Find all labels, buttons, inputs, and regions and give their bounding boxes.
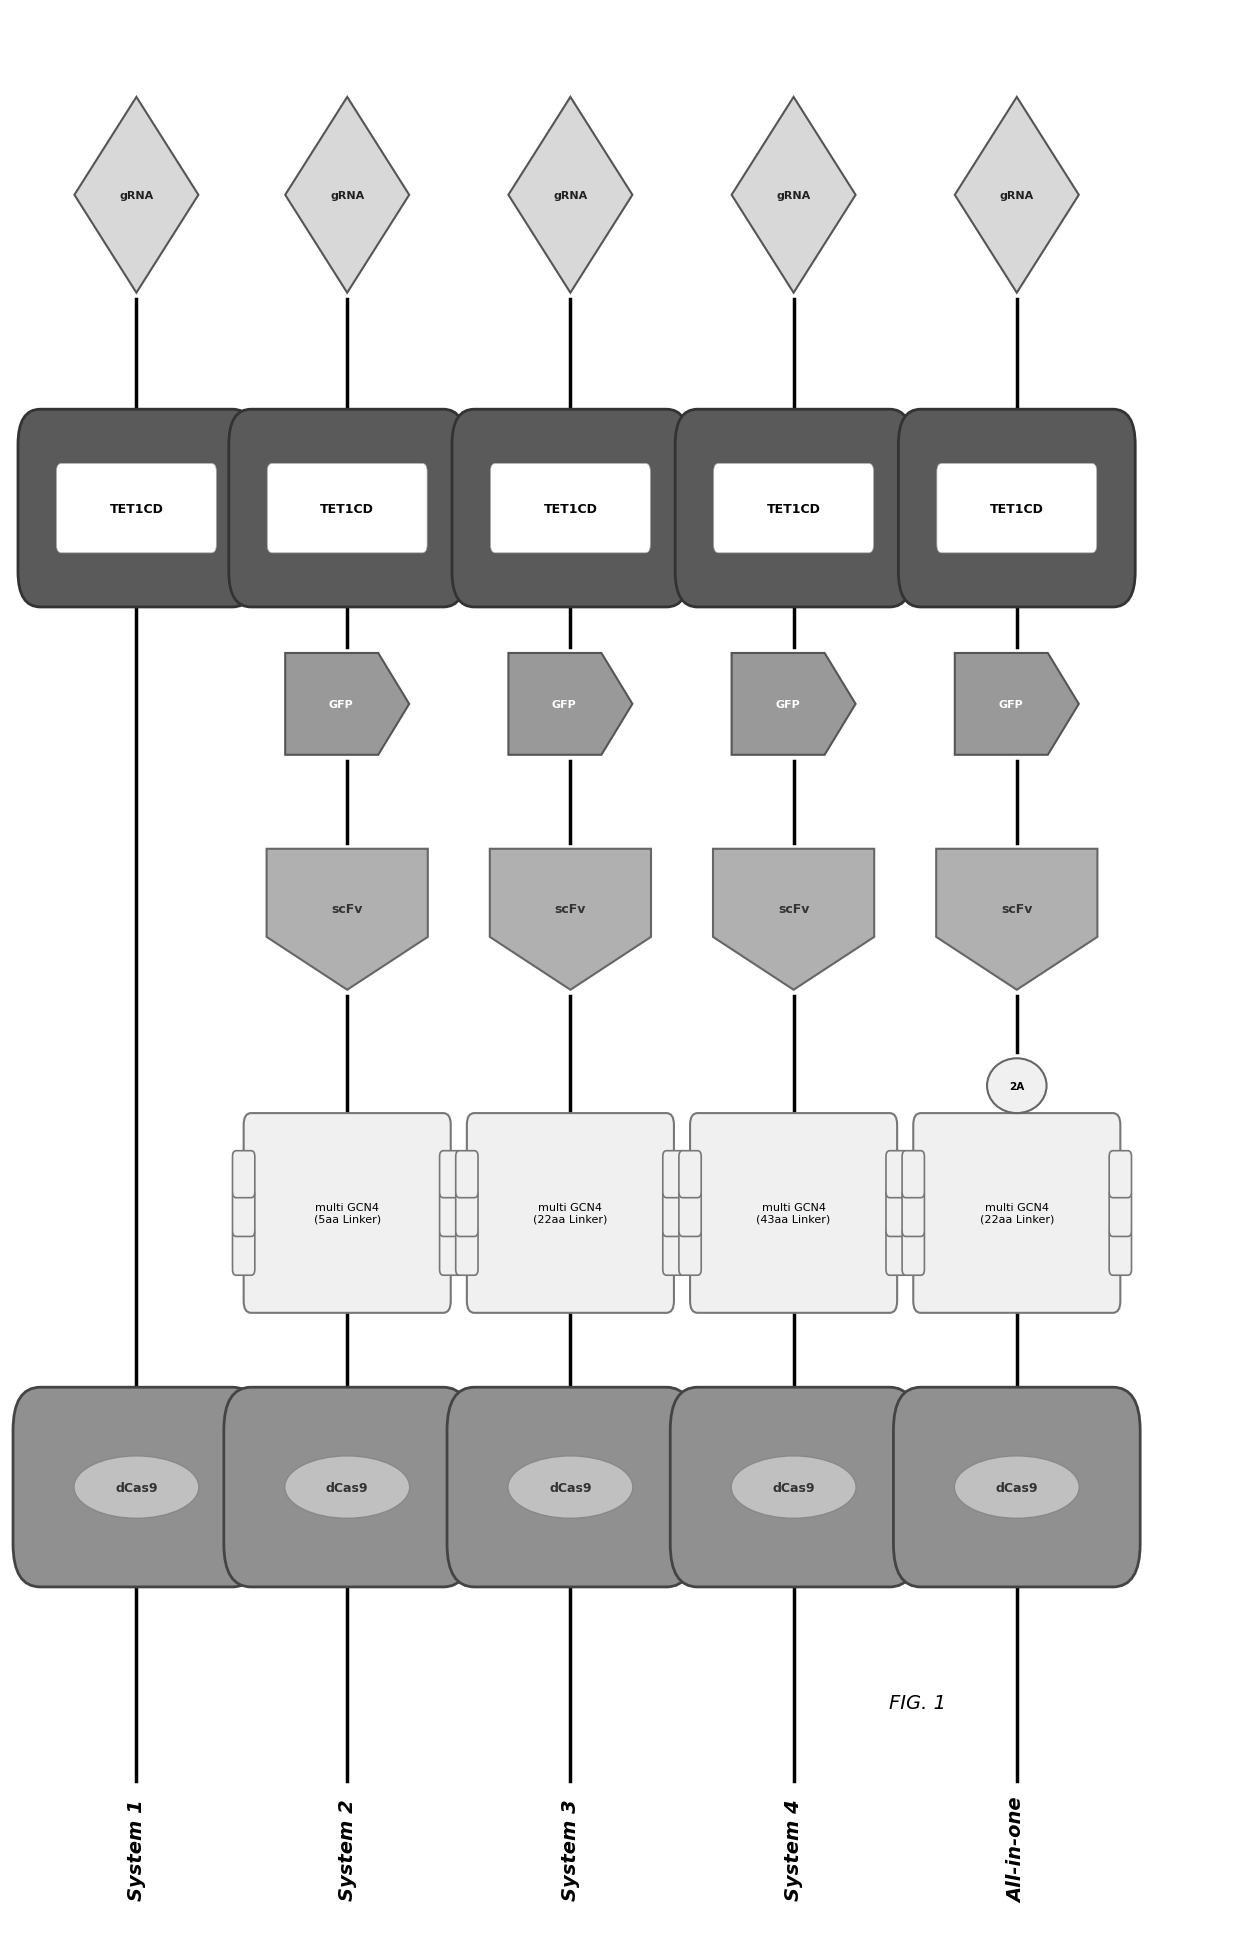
Text: GFP: GFP (329, 699, 353, 710)
FancyBboxPatch shape (901, 1190, 924, 1237)
Polygon shape (713, 849, 874, 990)
Ellipse shape (955, 1456, 1079, 1519)
Text: gRNA: gRNA (330, 190, 365, 202)
FancyBboxPatch shape (901, 1229, 924, 1276)
Polygon shape (490, 849, 651, 990)
FancyBboxPatch shape (675, 411, 913, 607)
Text: TET1CD: TET1CD (320, 503, 374, 515)
Text: gRNA: gRNA (553, 190, 588, 202)
FancyBboxPatch shape (662, 1151, 684, 1198)
FancyBboxPatch shape (662, 1190, 684, 1237)
Text: gRNA: gRNA (999, 190, 1034, 202)
FancyBboxPatch shape (224, 1388, 471, 1587)
FancyBboxPatch shape (229, 411, 466, 607)
Text: TET1CD: TET1CD (990, 503, 1044, 515)
FancyBboxPatch shape (680, 1151, 702, 1198)
Text: System 3: System 3 (560, 1798, 580, 1900)
Text: FIG. 1: FIG. 1 (889, 1693, 946, 1712)
FancyBboxPatch shape (57, 464, 216, 554)
Ellipse shape (74, 1456, 198, 1519)
Ellipse shape (285, 1456, 409, 1519)
FancyBboxPatch shape (885, 1151, 908, 1198)
Polygon shape (508, 654, 632, 755)
Text: dCas9: dCas9 (326, 1481, 368, 1493)
Text: gRNA: gRNA (119, 190, 154, 202)
Text: scFv: scFv (554, 902, 587, 916)
Text: All-in-one: All-in-one (1007, 1797, 1027, 1902)
FancyBboxPatch shape (885, 1229, 908, 1276)
Text: dCas9: dCas9 (115, 1481, 157, 1493)
FancyBboxPatch shape (670, 1388, 918, 1587)
Text: TET1CD: TET1CD (109, 503, 164, 515)
FancyBboxPatch shape (456, 1190, 479, 1237)
FancyBboxPatch shape (233, 1190, 255, 1237)
Polygon shape (285, 654, 409, 755)
FancyBboxPatch shape (456, 1229, 479, 1276)
Text: dCas9: dCas9 (549, 1481, 591, 1493)
FancyBboxPatch shape (714, 464, 873, 554)
FancyBboxPatch shape (440, 1190, 463, 1237)
Polygon shape (285, 98, 409, 294)
Polygon shape (732, 654, 856, 755)
Text: TET1CD: TET1CD (543, 503, 598, 515)
Text: scFv: scFv (777, 902, 810, 916)
FancyBboxPatch shape (893, 1388, 1141, 1587)
FancyBboxPatch shape (233, 1229, 255, 1276)
FancyBboxPatch shape (662, 1229, 684, 1276)
Text: scFv: scFv (1001, 902, 1033, 916)
FancyBboxPatch shape (243, 1114, 451, 1313)
FancyBboxPatch shape (466, 1114, 675, 1313)
Ellipse shape (732, 1456, 856, 1519)
Text: scFv: scFv (331, 902, 363, 916)
FancyBboxPatch shape (268, 464, 427, 554)
Text: multi GCN4
(22aa Linker): multi GCN4 (22aa Linker) (533, 1202, 608, 1225)
Polygon shape (955, 654, 1079, 755)
Polygon shape (74, 98, 198, 294)
FancyBboxPatch shape (233, 1151, 255, 1198)
Text: dCas9: dCas9 (773, 1481, 815, 1493)
FancyBboxPatch shape (14, 1388, 260, 1587)
FancyBboxPatch shape (689, 1114, 898, 1313)
FancyBboxPatch shape (440, 1151, 463, 1198)
Ellipse shape (987, 1059, 1047, 1114)
FancyBboxPatch shape (913, 1114, 1121, 1313)
Text: GFP: GFP (998, 699, 1023, 710)
Polygon shape (508, 98, 632, 294)
Text: gRNA: gRNA (776, 190, 811, 202)
Text: System 1: System 1 (126, 1798, 146, 1900)
FancyBboxPatch shape (19, 411, 255, 607)
Text: GFP: GFP (775, 699, 800, 710)
FancyBboxPatch shape (456, 1151, 479, 1198)
Text: System 4: System 4 (784, 1798, 804, 1900)
FancyBboxPatch shape (901, 1151, 924, 1198)
FancyBboxPatch shape (1110, 1229, 1131, 1276)
Text: GFP: GFP (552, 699, 577, 710)
FancyBboxPatch shape (680, 1229, 702, 1276)
Ellipse shape (508, 1456, 632, 1519)
FancyBboxPatch shape (1110, 1190, 1131, 1237)
FancyBboxPatch shape (440, 1229, 463, 1276)
FancyBboxPatch shape (451, 411, 689, 607)
Text: System 2: System 2 (337, 1798, 357, 1900)
Text: TET1CD: TET1CD (766, 503, 821, 515)
FancyBboxPatch shape (885, 1190, 908, 1237)
FancyBboxPatch shape (937, 464, 1096, 554)
Polygon shape (732, 98, 856, 294)
Text: 2A: 2A (1009, 1080, 1024, 1092)
Text: multi GCN4
(43aa Linker): multi GCN4 (43aa Linker) (756, 1202, 831, 1225)
FancyBboxPatch shape (898, 411, 1136, 607)
Polygon shape (955, 98, 1079, 294)
Polygon shape (936, 849, 1097, 990)
FancyBboxPatch shape (1110, 1151, 1131, 1198)
FancyBboxPatch shape (446, 1388, 694, 1587)
Polygon shape (267, 849, 428, 990)
FancyBboxPatch shape (491, 464, 650, 554)
FancyBboxPatch shape (680, 1190, 702, 1237)
Text: multi GCN4
(5aa Linker): multi GCN4 (5aa Linker) (314, 1202, 381, 1225)
Text: multi GCN4
(22aa Linker): multi GCN4 (22aa Linker) (980, 1202, 1054, 1225)
Text: dCas9: dCas9 (996, 1481, 1038, 1493)
